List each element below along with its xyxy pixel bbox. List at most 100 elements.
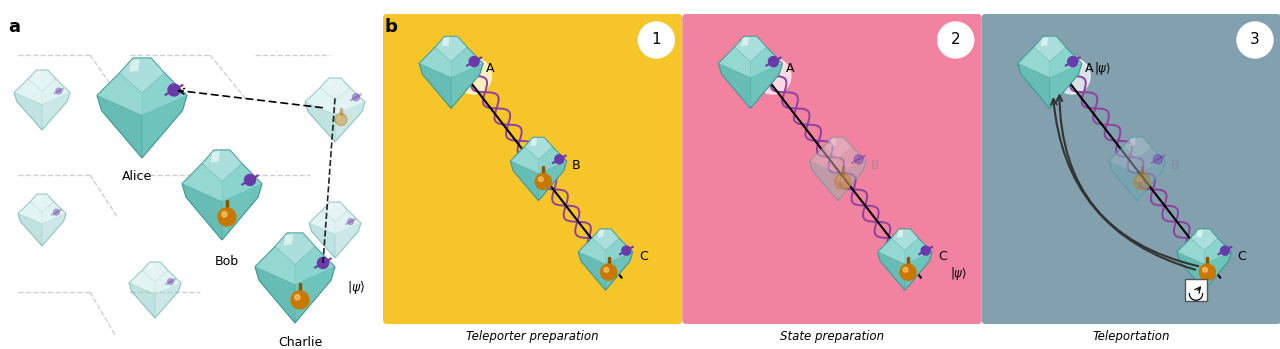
Polygon shape	[1018, 64, 1050, 108]
Polygon shape	[182, 150, 262, 240]
Circle shape	[639, 22, 675, 58]
Polygon shape	[147, 262, 154, 270]
FancyBboxPatch shape	[383, 14, 682, 324]
Polygon shape	[419, 36, 483, 108]
Polygon shape	[42, 92, 70, 130]
Polygon shape	[255, 267, 294, 323]
Circle shape	[768, 57, 778, 67]
Circle shape	[900, 264, 916, 280]
Polygon shape	[18, 202, 42, 224]
Polygon shape	[718, 64, 750, 108]
Circle shape	[1068, 57, 1078, 67]
Polygon shape	[810, 147, 838, 174]
Text: $|\psi\rangle$: $|\psi\rangle$	[950, 266, 968, 282]
Polygon shape	[14, 79, 42, 104]
Polygon shape	[221, 184, 262, 240]
Polygon shape	[419, 64, 451, 108]
Polygon shape	[718, 36, 782, 108]
Text: Teleportation: Teleportation	[1093, 330, 1170, 343]
Polygon shape	[1018, 47, 1050, 78]
Text: State preparation: State preparation	[780, 330, 884, 343]
Polygon shape	[255, 246, 294, 285]
Polygon shape	[129, 262, 180, 318]
Polygon shape	[579, 252, 605, 290]
Polygon shape	[750, 64, 782, 108]
Polygon shape	[14, 70, 70, 130]
Polygon shape	[897, 230, 904, 238]
Text: a: a	[8, 18, 20, 36]
Polygon shape	[750, 47, 782, 78]
Circle shape	[554, 155, 563, 164]
Text: C: C	[1238, 250, 1247, 262]
Circle shape	[1134, 173, 1149, 190]
Text: b: b	[384, 18, 397, 36]
Polygon shape	[824, 137, 852, 159]
Polygon shape	[1034, 36, 1066, 61]
Polygon shape	[129, 283, 155, 318]
Text: Bob: Bob	[215, 255, 239, 268]
Text: A: A	[486, 62, 494, 75]
Polygon shape	[511, 161, 539, 201]
Polygon shape	[810, 161, 838, 201]
Polygon shape	[1137, 161, 1165, 201]
Polygon shape	[129, 59, 140, 72]
Polygon shape	[320, 78, 349, 101]
Polygon shape	[305, 78, 365, 142]
Polygon shape	[878, 238, 905, 264]
Polygon shape	[255, 233, 335, 323]
Text: Charlie: Charlie	[278, 336, 323, 349]
Polygon shape	[579, 238, 605, 264]
Circle shape	[838, 177, 842, 181]
Polygon shape	[435, 36, 467, 61]
Polygon shape	[741, 37, 749, 46]
Polygon shape	[182, 163, 221, 202]
Circle shape	[218, 208, 236, 226]
Polygon shape	[451, 47, 483, 78]
Polygon shape	[142, 73, 187, 116]
Circle shape	[539, 177, 543, 181]
Polygon shape	[1018, 36, 1082, 108]
Polygon shape	[29, 194, 54, 212]
Circle shape	[54, 209, 59, 215]
Polygon shape	[18, 214, 42, 246]
Text: Alice: Alice	[122, 170, 152, 183]
Polygon shape	[308, 202, 361, 258]
Polygon shape	[539, 161, 567, 201]
Circle shape	[755, 58, 791, 94]
Polygon shape	[1178, 229, 1231, 290]
Circle shape	[221, 211, 227, 217]
Text: $|\psi\rangle$: $|\psi\rangle$	[1093, 60, 1111, 77]
Polygon shape	[838, 161, 867, 201]
Polygon shape	[294, 246, 335, 285]
Polygon shape	[878, 229, 932, 290]
Polygon shape	[35, 70, 41, 79]
Circle shape	[168, 279, 174, 284]
Polygon shape	[605, 252, 632, 290]
Polygon shape	[142, 96, 187, 158]
Circle shape	[56, 88, 61, 94]
Polygon shape	[1178, 238, 1204, 264]
Circle shape	[904, 267, 908, 272]
Polygon shape	[1204, 238, 1231, 264]
Polygon shape	[810, 137, 867, 201]
Polygon shape	[97, 73, 142, 116]
Polygon shape	[211, 151, 220, 163]
Polygon shape	[539, 147, 567, 174]
Polygon shape	[182, 184, 221, 240]
Text: 1: 1	[652, 32, 662, 47]
Polygon shape	[308, 223, 335, 258]
Polygon shape	[1197, 230, 1203, 238]
Text: A: A	[1084, 62, 1093, 75]
Polygon shape	[14, 92, 42, 130]
Polygon shape	[294, 267, 335, 323]
Circle shape	[244, 174, 256, 186]
Circle shape	[600, 264, 617, 280]
Circle shape	[604, 267, 609, 272]
Polygon shape	[511, 147, 539, 174]
Polygon shape	[97, 96, 142, 158]
Circle shape	[622, 246, 631, 255]
Polygon shape	[28, 70, 56, 91]
Circle shape	[470, 57, 479, 67]
Circle shape	[168, 84, 180, 96]
Circle shape	[1137, 177, 1142, 181]
